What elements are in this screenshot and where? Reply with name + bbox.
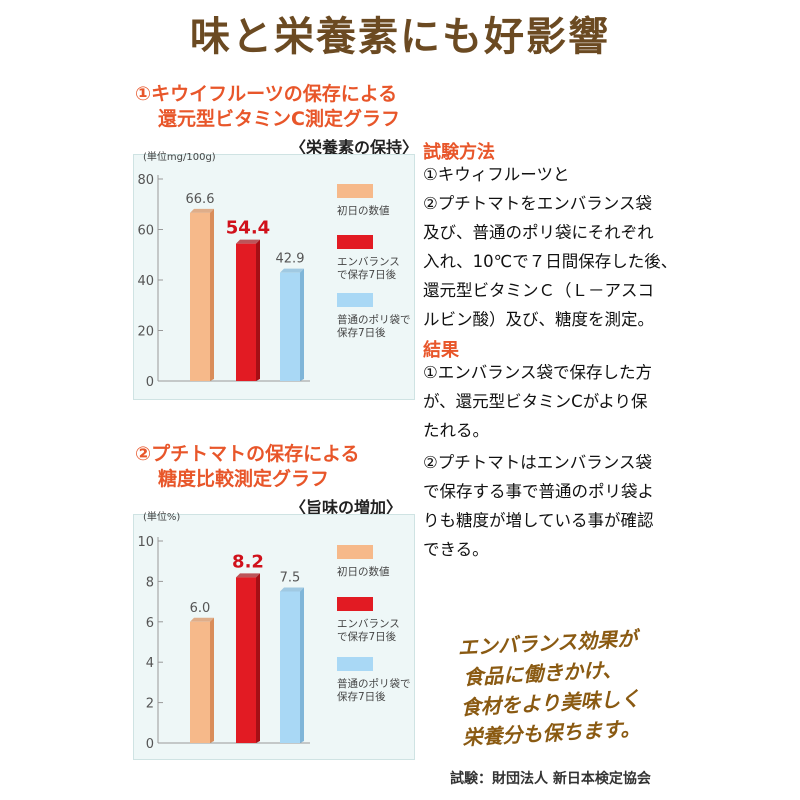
bar-side (256, 239, 260, 381)
bar (190, 212, 210, 381)
legend-label: エンバランス (337, 256, 400, 268)
legend-swatch (337, 545, 373, 559)
method-heading: 試験方法 (423, 142, 495, 163)
result-line: が、還元型ビタミンCがより保 (423, 392, 648, 411)
method-line: 入れ、10℃で７日間保存した後、 (423, 252, 678, 271)
y-tick-label: 2 (146, 697, 154, 712)
bar (236, 577, 256, 743)
legend-label: エンバランス (337, 618, 400, 630)
y-tick-label: 6 (146, 616, 154, 631)
bar-top (190, 208, 214, 213)
bar-value-label: 6.0 (190, 601, 211, 616)
bar-value-label: 54.4 (226, 218, 270, 239)
legend-label: 初日の数値 (337, 204, 390, 217)
credit: 試験：財団法人 新日本検定協会 (450, 771, 651, 787)
y-tick-label: 60 (137, 224, 154, 239)
legend-swatch (337, 184, 373, 198)
bar-side (300, 587, 304, 743)
legend-label: 保存7日後 (337, 326, 386, 339)
y-tick-label: 80 (137, 173, 154, 188)
bar (280, 272, 300, 381)
chart2-title-line2: 糖度比較測定グラフ (158, 468, 330, 490)
y-tick-label: 0 (146, 737, 154, 752)
result-heading: 結果 (423, 340, 459, 361)
legend-label: で保存7日後 (337, 630, 397, 643)
method-line: ②プチトマトをエンバランス袋 (423, 194, 652, 213)
bar (280, 591, 300, 743)
bar (190, 621, 210, 743)
bar-top (190, 617, 214, 622)
legend-label: 保存7日後 (337, 690, 386, 703)
bar-value-label: 66.6 (186, 192, 215, 207)
method-text: ①キウィフルーツと ②プチトマトをエンバランス袋 及び、普通のポリ袋にそれぞれ … (423, 160, 677, 334)
chart1-subtitle: 〈栄養素の保持〉 (290, 138, 419, 157)
legend-label: で保存7日後 (337, 268, 397, 281)
y-tick-label: 0 (146, 375, 154, 390)
legend-label: 普通のポリ袋で (337, 313, 411, 326)
result-para2: ②プチトマトはエンバランス袋 で保存する事で普通のポリ袋よ りも糖度が増している… (423, 448, 654, 564)
bar (236, 243, 256, 381)
legend-swatch (337, 597, 373, 611)
bar-value-label: 7.5 (280, 571, 301, 586)
y-tick-label: 20 (137, 325, 154, 340)
bar-side (300, 268, 304, 381)
method-line: 及び、普通のポリ袋にそれぞれ (423, 223, 654, 242)
y-tick-label: 40 (137, 274, 154, 289)
chart2-subtitle: 〈旨味の増加〉 (290, 498, 403, 517)
result-line: たれる。 (423, 421, 489, 440)
method-line: ルビン酸）及び、糖度を測定。 (423, 310, 654, 329)
y-tick-label: 8 (146, 575, 154, 590)
result-line: で保存する事で普通のポリ袋よ (423, 482, 654, 501)
result-line: ②プチトマトはエンバランス袋 (423, 453, 652, 472)
result-line: りも糖度が増している事が確認 (423, 511, 654, 530)
y-tick-label: 4 (146, 656, 154, 671)
legend-label: 初日の数値 (337, 565, 390, 578)
legend-swatch (337, 235, 373, 249)
bar-side (210, 208, 214, 381)
bar-top (236, 573, 260, 578)
chart1-title-line2: 還元型ビタミンC測定グラフ (158, 108, 400, 130)
unit-label: (単位%) (143, 510, 180, 523)
chart2-title-line1: ②プチトマトの保存による (135, 443, 360, 465)
bar-value-label: 42.9 (276, 252, 305, 267)
callout-text: エンバランス効果が 食品に働きかけ、 食材をより美味しく 栄養分も保ちます。 (457, 623, 643, 752)
result-line: ①エンバランス袋で保存した方 (423, 363, 652, 382)
legend-swatch (337, 293, 373, 307)
bar-top (280, 587, 304, 592)
bar-top (280, 268, 304, 273)
legend-label: 普通のポリ袋で (337, 677, 411, 690)
bar-top (236, 239, 260, 244)
method-line: ①キウィフルーツと (423, 165, 570, 184)
result-para1: ①エンバランス袋で保存した方 が、還元型ビタミンCがより保 たれる。 (423, 358, 652, 445)
unit-label: (単位mg/100g) (143, 150, 216, 163)
legend-swatch (337, 657, 373, 671)
bar-side (210, 617, 214, 743)
chart1-title-line1: ①キウイフルーツの保存による (135, 83, 398, 105)
result-line: できる。 (423, 540, 489, 559)
bar-value-label: 8.2 (232, 551, 264, 572)
bar-side (256, 573, 260, 743)
method-line: 還元型ビタミンＣ（Ｌ－アスコ (423, 281, 654, 300)
page-title: 味と栄養素にも好影響 (190, 14, 610, 60)
y-tick-label: 10 (137, 535, 154, 550)
